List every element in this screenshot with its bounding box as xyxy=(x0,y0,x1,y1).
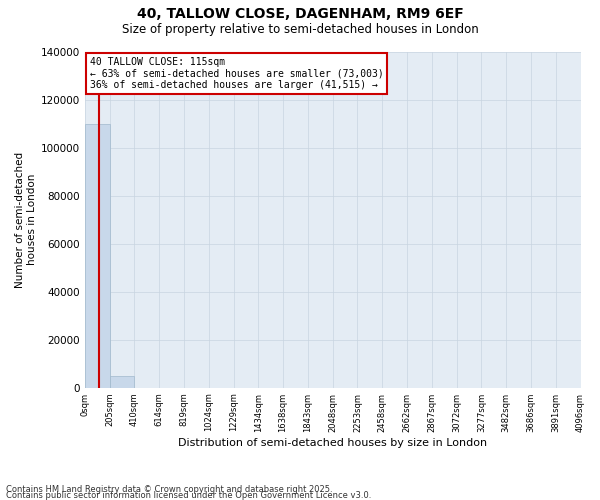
Text: Contains HM Land Registry data © Crown copyright and database right 2025.: Contains HM Land Registry data © Crown c… xyxy=(6,484,332,494)
Bar xyxy=(110,376,134,388)
Y-axis label: Number of semi-detached
houses in London: Number of semi-detached houses in London xyxy=(15,152,37,288)
Text: 40 TALLOW CLOSE: 115sqm
← 63% of semi-detached houses are smaller (73,003)
36% o: 40 TALLOW CLOSE: 115sqm ← 63% of semi-de… xyxy=(90,56,383,90)
Bar xyxy=(85,124,110,388)
Text: 40, TALLOW CLOSE, DAGENHAM, RM9 6EF: 40, TALLOW CLOSE, DAGENHAM, RM9 6EF xyxy=(137,8,463,22)
Text: Contains public sector information licensed under the Open Government Licence v3: Contains public sector information licen… xyxy=(6,490,371,500)
X-axis label: Distribution of semi-detached houses by size in London: Distribution of semi-detached houses by … xyxy=(178,438,487,448)
Text: Size of property relative to semi-detached houses in London: Size of property relative to semi-detach… xyxy=(122,22,478,36)
